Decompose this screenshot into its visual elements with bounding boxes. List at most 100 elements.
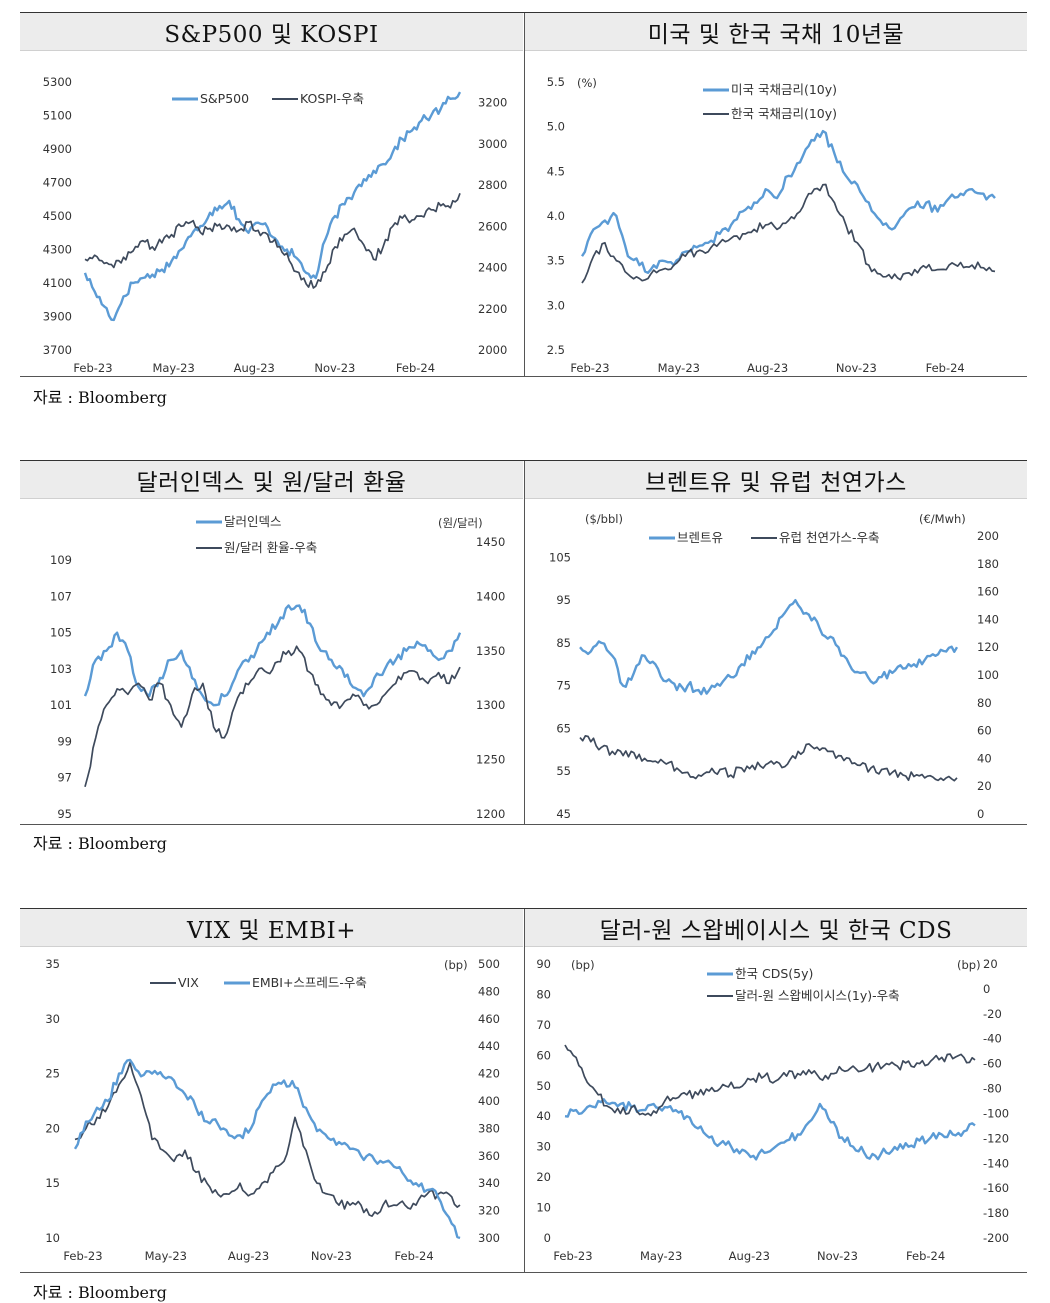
- y-tick-label-left: 5100: [43, 109, 72, 123]
- y-tick-label-right: 180: [977, 557, 999, 571]
- y-tick-label-left: 95: [57, 807, 72, 821]
- y-tick-label-right: -100: [983, 1106, 1009, 1120]
- unit-label-left: (bp): [571, 958, 595, 972]
- y-tick-label-right: 400: [478, 1094, 500, 1108]
- y-tick-label-left: 5300: [43, 75, 72, 89]
- legend-label: 유럽 천연가스-우축: [779, 530, 879, 545]
- y-tick-label-left: 3.5: [547, 254, 565, 268]
- y-tick-label-left: 5.5: [547, 75, 565, 89]
- y-tick-label-right: 340: [478, 1176, 500, 1190]
- x-tick-label: Feb-24: [396, 361, 435, 375]
- x-tick-label: Feb-24: [395, 1249, 434, 1263]
- x-tick-label: Feb-23: [570, 361, 609, 375]
- series-line-2: [84, 645, 461, 788]
- y-tick-label-left: 70: [536, 1018, 551, 1032]
- y-tick-label-left: 60: [536, 1048, 551, 1062]
- unit-label-right: (bp): [957, 958, 981, 972]
- y-tick-label-right: -200: [983, 1231, 1009, 1245]
- y-tick-label-right: 300: [478, 1231, 500, 1245]
- series-line-2: [84, 193, 461, 289]
- chart-swap-cds: 90 80 70 60 50 40 30 20 10 0 20 0 -20 -40 -60 -80 -100 -1…: [536, 957, 1009, 1263]
- y-tick-label-right: -140: [983, 1156, 1009, 1170]
- x-tick-label: Feb-23: [553, 1249, 592, 1263]
- y-tick-label-left: 109: [50, 553, 72, 567]
- chart-title: 브렌트유 및 유럽 천연가스: [525, 461, 1027, 499]
- y-tick-label-left: 85: [556, 636, 571, 650]
- y-tick-label-left: 75: [556, 679, 571, 693]
- series-line-1: [580, 129, 996, 274]
- legend-label: 달러-원 스왑베이시스(1y)-우축: [735, 988, 900, 1003]
- y-tick-label-left: 95: [556, 593, 571, 607]
- series-line-2: [581, 183, 996, 284]
- y-tick-label-left: 65: [556, 721, 571, 735]
- y-tick-label-left: 15: [45, 1176, 60, 1190]
- x-tick-label: Nov-23: [314, 361, 355, 375]
- x-tick-label: Aug-23: [729, 1249, 770, 1263]
- x-tick-label: May-23: [658, 361, 700, 375]
- unit-label-left: (%): [577, 76, 597, 90]
- y-tick-label-right: 1250: [476, 753, 505, 767]
- y-tick-label-right: 2600: [478, 219, 507, 233]
- y-tick-label-right: 440: [478, 1039, 500, 1053]
- y-tick-label-left: 99: [57, 734, 72, 748]
- y-tick-label-right: 1400: [476, 589, 505, 603]
- chart-brent-gas: 1059585756555452001801601401201008060402…: [549, 512, 999, 821]
- y-tick-label-left: 30: [45, 1012, 60, 1026]
- y-tick-label-right: 3000: [478, 137, 507, 151]
- legend-label: 한국 국채금리(10y): [731, 106, 837, 121]
- y-tick-label-left: 3700: [43, 343, 72, 357]
- y-tick-label-left: 105: [549, 550, 571, 564]
- y-tick-label-right: -40: [983, 1032, 1002, 1046]
- y-tick-label-left: 50: [536, 1079, 551, 1093]
- x-tick-label: May-23: [152, 361, 194, 375]
- unit-label-left: ($/bbl): [585, 512, 623, 526]
- y-tick-label-left: 4.5: [547, 164, 565, 178]
- y-tick-label-right: 360: [478, 1149, 500, 1163]
- y-tick-label-right: 0: [977, 807, 984, 821]
- series-line-2: [579, 734, 958, 782]
- y-tick-label-right: 20: [983, 957, 998, 971]
- x-tick-label: May-23: [145, 1249, 187, 1263]
- y-tick-label-right: 420: [478, 1067, 500, 1081]
- legend-label: 원/달러 환율-우축: [224, 540, 317, 555]
- x-tick-label: Nov-23: [836, 361, 877, 375]
- chart-panel-brent-gas: 브렌트유 및 유럽 천연가스 105 95 85 75 65 55 45 200 180 160 1…: [525, 461, 1027, 823]
- legend-label: S&P500: [200, 91, 249, 106]
- chart-panel-treasury-10y: 미국 및 한국 국채 10년물 5.5 5.0 4.5 4.0 3.5 3.0 2.5 Feb…: [525, 13, 1027, 375]
- x-tick-label: Aug-23: [228, 1249, 269, 1263]
- y-tick-label-left: 4900: [43, 142, 72, 156]
- y-tick-label-left: 4500: [43, 209, 72, 223]
- y-tick-label-left: 105: [50, 626, 72, 640]
- y-tick-label-right: 120: [977, 640, 999, 654]
- chart-title: VIX 및 EMBI+: [20, 909, 523, 947]
- y-tick-label-right: 20: [977, 779, 992, 793]
- y-tick-label-left: 103: [50, 662, 72, 676]
- x-tick-label: Feb-23: [63, 1249, 102, 1263]
- x-tick-label: Aug-23: [234, 361, 275, 375]
- legend-label: 한국 CDS(5y): [735, 966, 813, 981]
- y-tick-label-right: 1450: [476, 535, 505, 549]
- legend-label: VIX: [178, 975, 199, 990]
- series-line-2: [564, 1044, 976, 1117]
- y-tick-label-right: 160: [977, 585, 999, 599]
- chart-panel-dxy-krw: 달러인덱스 및 원/달러 환율 109 107 105 103 101 99 97 95 145…: [20, 461, 523, 823]
- source-note: 자료 : Bloomberg: [33, 834, 167, 853]
- y-tick-label-right: 500: [478, 957, 500, 971]
- y-tick-label-right: 380: [478, 1121, 500, 1135]
- legend-label: 미국 국채금리(10y): [731, 82, 837, 97]
- chart-panel-sp500-kospi: S&P500 및 KOSPI 5300 5100 4900 4700 4500 4300 4…: [20, 13, 523, 375]
- y-tick-label-right: 2400: [478, 261, 507, 275]
- chart-title: 미국 및 한국 국채 10년물: [525, 13, 1027, 51]
- unit-label-right: (원/달러): [438, 516, 483, 530]
- y-tick-label-right: 1300: [476, 698, 505, 712]
- legend-label: 브렌트유: [677, 530, 723, 545]
- chart-title: 달러인덱스 및 원/달러 환율: [20, 461, 523, 499]
- y-tick-label-right: -160: [983, 1181, 1009, 1195]
- legend-label: EMBI+스프레드-우축: [252, 975, 367, 990]
- chart-sp500-kospi: 5300 5100 4900 4700 4500 4300 4100 3900 3700 3200…: [43, 75, 508, 375]
- y-tick-label-left: 25: [45, 1067, 60, 1081]
- y-tick-label-right: -180: [983, 1206, 1009, 1220]
- chart-vix-embi: 35 30 25 20 15 10 500 480 460 440 420 400 380 360 340 3…: [45, 957, 500, 1263]
- series-line-1: [564, 1098, 976, 1161]
- y-tick-label-left: 80: [536, 987, 551, 1001]
